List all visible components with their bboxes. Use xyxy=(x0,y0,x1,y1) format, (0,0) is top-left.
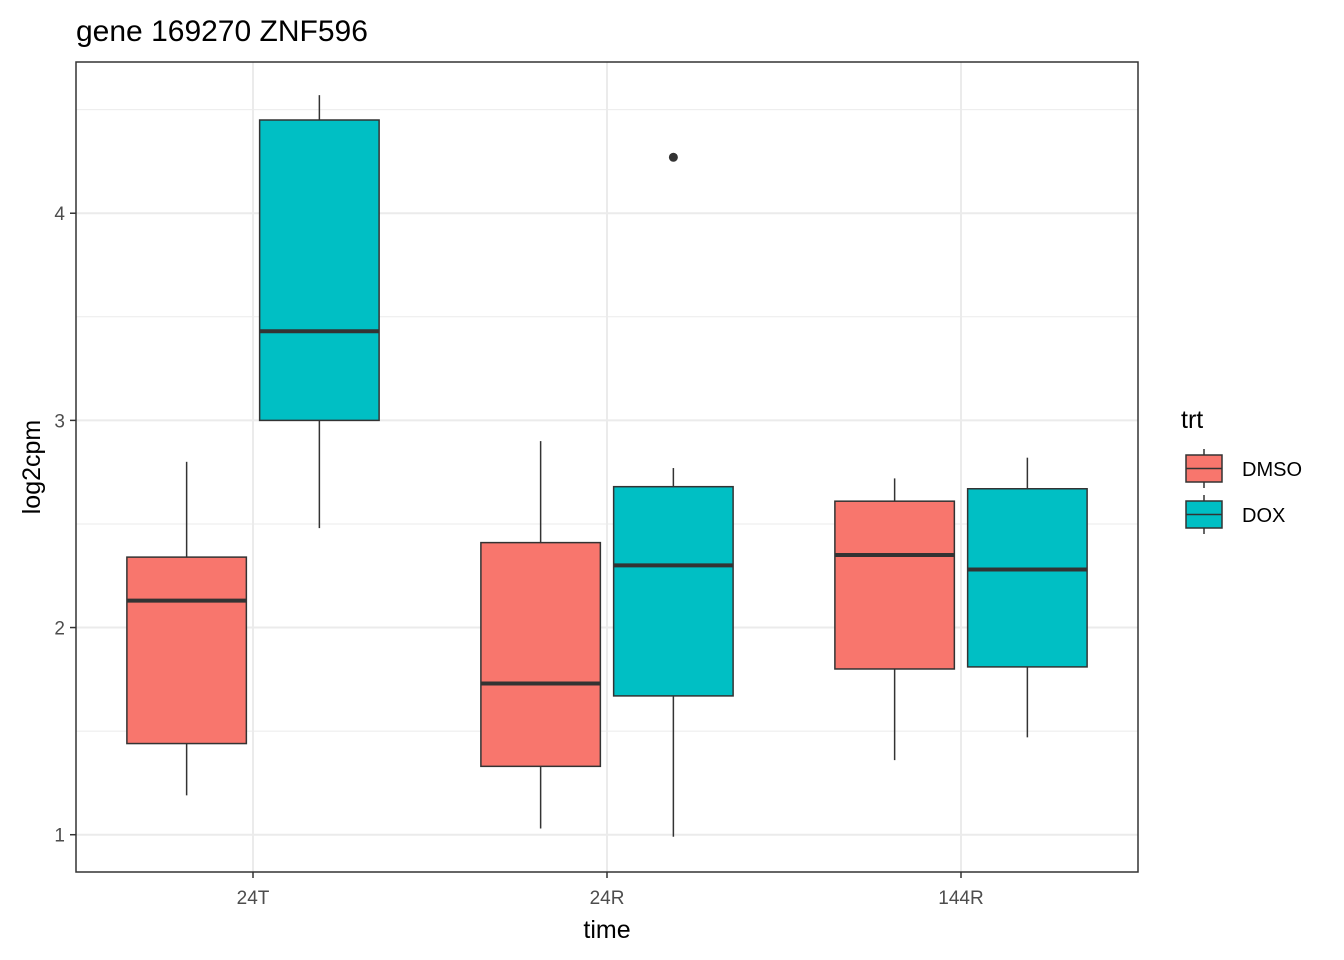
box-dox-24t xyxy=(258,95,380,529)
box-body xyxy=(966,488,1088,668)
legend-title: trt xyxy=(1181,406,1203,434)
box-body xyxy=(480,541,602,768)
axes: 1 2 3 4 24T 24R 144R xyxy=(54,204,983,909)
box-dmso-144r xyxy=(834,478,956,761)
x-axis-title: time xyxy=(583,916,630,944)
y-tick-label: 3 xyxy=(54,411,65,432)
legend-key-dox xyxy=(1185,495,1223,534)
box-layer xyxy=(126,95,1088,837)
chart-title: gene 169270 ZNF596 xyxy=(76,15,368,48)
box-dox-24r xyxy=(612,152,734,837)
box-body xyxy=(126,556,248,745)
x-tick-label: 144R xyxy=(938,888,983,909)
box-dmso-24t xyxy=(126,461,248,796)
legend-label: DMSO xyxy=(1242,459,1302,481)
y-axis-title: log2cpm xyxy=(18,420,46,515)
grid-lines xyxy=(76,62,1138,872)
box-dox-144r xyxy=(966,457,1088,738)
outlier-point xyxy=(668,152,678,162)
y-tick-label: 2 xyxy=(54,619,65,640)
legend-key-dmso xyxy=(1185,449,1223,488)
x-tick-label: 24R xyxy=(590,888,625,909)
y-tick-label: 4 xyxy=(54,204,65,225)
box-body xyxy=(612,485,734,697)
box-body xyxy=(258,119,380,422)
legend: trt DMSO DOX xyxy=(1181,406,1302,534)
x-tick-label: 24T xyxy=(237,888,270,909)
box-dmso-24r xyxy=(480,441,602,829)
legend-label: DOX xyxy=(1242,505,1285,527)
y-tick-label: 1 xyxy=(54,826,65,847)
box-body xyxy=(834,500,956,670)
